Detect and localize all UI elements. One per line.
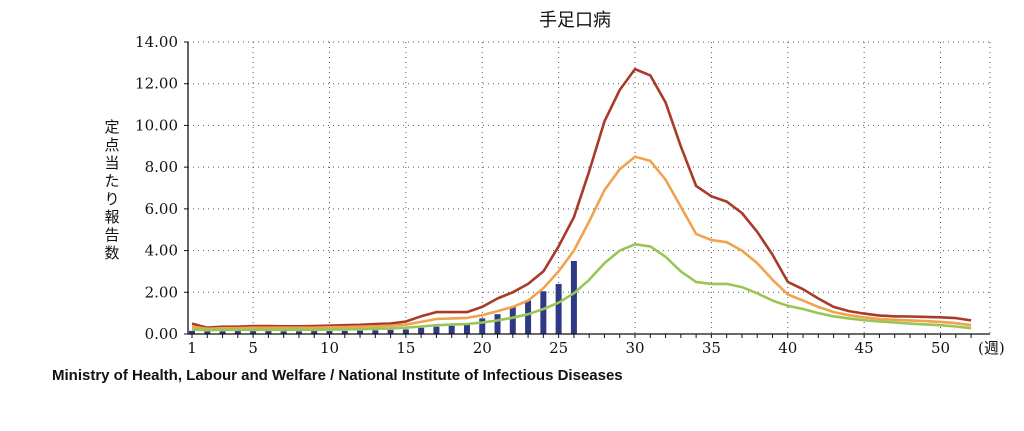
bar (509, 306, 516, 334)
y-tick-label: 2.00 (145, 283, 178, 301)
x-tick-label: 40 (778, 339, 797, 357)
bar (570, 261, 577, 334)
bar (311, 331, 318, 334)
x-tick-label: 20 (473, 339, 492, 357)
bar (280, 331, 287, 334)
bar (525, 300, 532, 334)
x-tick-label: 5 (248, 339, 258, 357)
bar (326, 331, 333, 334)
y-tick-label: 6.00 (145, 200, 178, 218)
bar (341, 330, 348, 334)
source-credit: Ministry of Health, Labour and Welfare /… (52, 367, 623, 384)
x-tick-label: 10 (320, 339, 339, 357)
x-tick-label: 50 (931, 339, 950, 357)
x-tick-label: 15 (396, 339, 415, 357)
bar (402, 329, 409, 334)
x-tick-label: 30 (625, 339, 644, 357)
bar (357, 330, 364, 334)
bar (433, 326, 440, 334)
x-tick-label: 35 (702, 339, 721, 357)
y-tick-label: 12.00 (135, 75, 178, 93)
y-tick-label: 10.00 (135, 116, 178, 134)
bar (295, 331, 302, 334)
bar-series (189, 261, 577, 334)
chart-title: 手足口病 (539, 10, 611, 31)
bar (189, 330, 195, 334)
bar (540, 291, 547, 334)
bar (387, 329, 394, 334)
x-tick-labels: 1 5 10 15 20 25 30 35 40 45 50 (187, 339, 950, 357)
x-axis-unit-label: (週) (978, 339, 1005, 357)
line-series-group (191, 67, 972, 332)
bar (448, 325, 455, 334)
bar (372, 330, 379, 334)
y-tick-label: 8.00 (145, 158, 178, 176)
x-tick-label: 45 (855, 339, 874, 357)
bar (494, 314, 501, 334)
series-line (191, 243, 972, 332)
grid (188, 41, 991, 334)
bar (250, 331, 257, 334)
y-tick-labels: 0.00 2.00 4.00 6.00 8.00 10.00 12.00 14.00 (135, 33, 178, 343)
y-axis-label: 定点当たり報告数 (104, 118, 119, 262)
bar (479, 318, 486, 334)
bar (555, 283, 562, 334)
axes (184, 41, 990, 338)
bar (219, 331, 226, 334)
bar (234, 331, 241, 334)
bar (463, 324, 470, 334)
bar (265, 331, 272, 334)
y-tick-label: 14.00 (135, 33, 178, 51)
series-line (191, 67, 972, 329)
bar (418, 327, 425, 334)
y-tick-label: 0.00 (145, 325, 178, 343)
y-tick-label: 4.00 (145, 242, 178, 260)
series-line (191, 155, 972, 331)
x-tick-label: 1 (187, 339, 197, 357)
x-tick-label: 25 (549, 339, 568, 357)
bar (204, 331, 211, 334)
chart: 手足口病 定点当たり報告数 0.00 2.00 4.00 6.00 8.00 10.00 1… (104, 10, 1005, 357)
